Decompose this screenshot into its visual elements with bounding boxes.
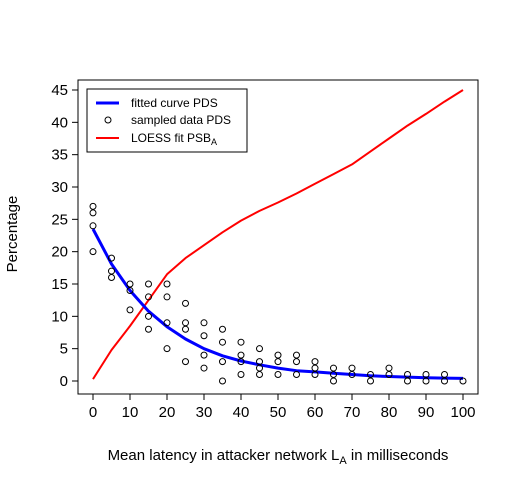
sampled-data-point [182, 299, 189, 307]
sampled-data-point [311, 371, 319, 379]
sampled-data-point [145, 325, 152, 333]
sampled-data-point [200, 351, 208, 359]
x-tick-label: 10 [122, 404, 139, 421]
legend-label-sampled-data: sampled data PDS [131, 113, 231, 127]
x-tick-label: 80 [381, 404, 398, 421]
y-tick-label: 0 [60, 373, 68, 390]
sampled-data-point [348, 364, 356, 372]
x-tick-label: 90 [418, 404, 435, 421]
x-tick-label: 60 [307, 404, 324, 421]
legend-label-loess-subscript: A [211, 137, 217, 147]
x-ticks: 0 10 20 30 40 50 60 70 80 90 100 [89, 394, 476, 421]
y-tick-label: 40 [51, 114, 68, 131]
x-axis-label: Mean latency in attacker network LA in m… [108, 447, 449, 467]
legend-label-fitted-curve: fitted curve PDS [131, 96, 218, 110]
sampled-data-point [311, 364, 319, 372]
sampled-data-point [237, 351, 245, 359]
sampled-data-point [422, 377, 430, 385]
sampled-data-point [89, 248, 97, 256]
sampled-data-point [237, 338, 245, 346]
sampled-data-point [126, 280, 134, 288]
sampled-data-point [274, 371, 282, 379]
sampled-data-point [108, 274, 115, 282]
sampled-data-point [126, 286, 134, 294]
sampled-data-point [293, 351, 300, 359]
legend-box [86, 88, 248, 153]
sampled-data-point [293, 371, 300, 379]
sampled-data-point [219, 358, 226, 366]
sampled-data-point [385, 371, 393, 379]
sampled-data-point [256, 371, 263, 379]
sampled-data-point [441, 377, 448, 385]
sampled-data-point [126, 306, 134, 314]
fitted-curve-line [91, 228, 464, 380]
sampled-data-point [200, 319, 208, 327]
sampled-data-point [145, 293, 152, 301]
sampled-data-point [219, 325, 226, 333]
y-tick-label: 35 [51, 147, 68, 164]
sampled-data-point [200, 364, 208, 372]
sampled-data-point [293, 358, 300, 366]
sampled-data-point [108, 254, 115, 262]
sampled-data-point [348, 371, 356, 379]
sampled-data-point [182, 325, 189, 333]
y-ticks: 0 5 10 15 20 25 30 35 40 45 [51, 82, 78, 390]
sampled-data-point [108, 267, 115, 275]
sampled-data-point [237, 371, 245, 379]
legend-label-loess-fit: LOESS fit PSBA [131, 131, 217, 147]
x-tick-label: 20 [159, 404, 176, 421]
sampled-data-point [182, 358, 189, 366]
x-axis-label-subscript: A [339, 455, 347, 467]
sampled-data-point [182, 319, 189, 327]
y-tick-label: 20 [51, 244, 68, 261]
legend: fitted curve PDS sampled data PDS LOESS … [86, 88, 248, 153]
sampled-data-point [367, 377, 374, 385]
y-tick-label: 30 [51, 179, 68, 196]
sampled-data-point [89, 202, 97, 210]
sampled-data-point [145, 312, 152, 320]
x-tick-label: 100 [450, 404, 475, 421]
sampled-data-point [219, 377, 226, 385]
loess-fit-line [92, 89, 464, 380]
sampled-data-point [274, 351, 282, 359]
sampled-data-point [256, 345, 263, 353]
legend-label-loess-main: LOESS fit PSB [131, 131, 211, 145]
series-layer [89, 89, 467, 385]
x-tick-label: 70 [344, 404, 361, 421]
sampled-data-point [89, 222, 97, 230]
x-tick-label: 40 [233, 404, 250, 421]
sampled-data-point [163, 280, 171, 288]
sampled-data-point [219, 338, 226, 346]
y-tick-label: 10 [51, 308, 68, 325]
sampled-data-point [330, 377, 337, 385]
legend-swatch-sampled-data [104, 116, 112, 124]
sampled-data-point [385, 364, 393, 372]
sampled-data-point [145, 280, 152, 288]
sampled-data-point [404, 377, 411, 385]
sampled-data-point [330, 364, 337, 372]
x-axis-label-main: Mean latency in attacker network L [108, 447, 340, 464]
sampled-data-point [163, 319, 171, 327]
sampled-data-point [89, 209, 97, 217]
sampled-data-point [274, 358, 282, 366]
sampled-data-point [237, 358, 245, 366]
x-tick-label: 50 [270, 404, 287, 421]
sampled-data-point [163, 345, 171, 353]
sampled-data-point [311, 358, 319, 366]
y-tick-label: 45 [51, 82, 68, 99]
y-axis-label: Percentage [4, 196, 21, 273]
x-axis-label-suffix: in milliseconds [347, 447, 449, 464]
x-tick-label: 0 [89, 404, 97, 421]
y-tick-label: 5 [60, 341, 68, 358]
sampled-data-point [163, 293, 171, 301]
sampled-data-point [459, 377, 467, 385]
sampled-data-point [200, 332, 208, 340]
x-tick-label: 30 [196, 404, 213, 421]
y-tick-label: 25 [51, 211, 68, 228]
y-tick-label: 15 [51, 276, 68, 293]
